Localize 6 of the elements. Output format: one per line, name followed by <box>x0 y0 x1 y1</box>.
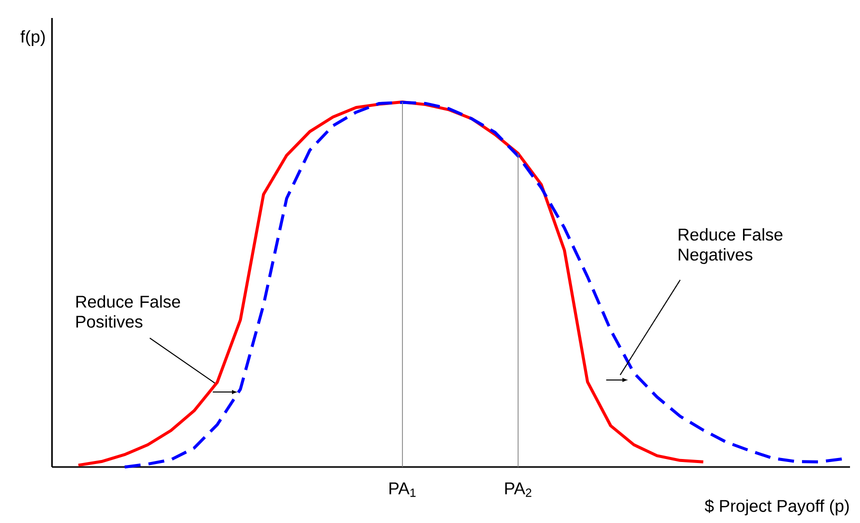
annotation: Reduce False Positives <box>76 295 180 328</box>
x-tick-label: PA$_{2}$ <box>505 482 532 497</box>
annotation: Reduce False Negatives <box>678 228 782 264</box>
y-axis-title: f(p) <box>20 30 45 46</box>
x-axis-title: $ Project Payoff (p) <box>704 499 849 516</box>
x-tick-label: PA$_{1}$ <box>390 482 416 497</box>
